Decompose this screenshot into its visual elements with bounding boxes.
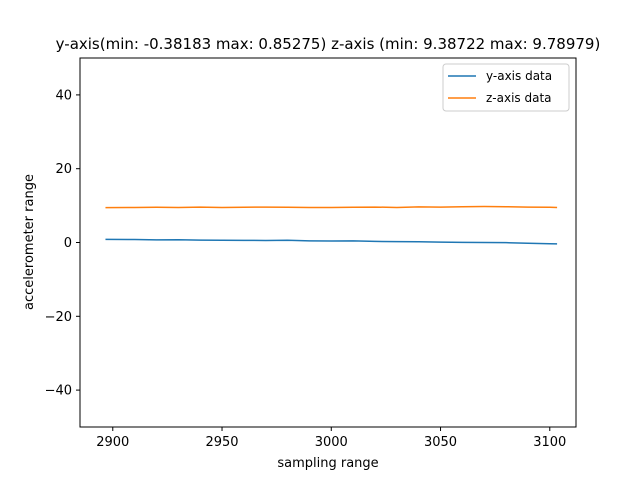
x-tick-label: 2900 xyxy=(96,435,129,450)
y-tick-label: 20 xyxy=(55,162,72,177)
series-line-z-axis-data xyxy=(105,205,558,209)
legend-label-z-axis: z-axis data xyxy=(486,91,552,105)
legend-label-y-axis: y-axis data xyxy=(486,69,552,83)
x-axis-label: sampling range xyxy=(277,456,378,471)
y-axis-ticks: −40 −20 0 20 40 xyxy=(45,88,80,399)
y-tick-label: −20 xyxy=(45,310,72,325)
chart-title: y-axis(min: -0.38183 max: 0.85275) z-axi… xyxy=(56,35,601,53)
y-tick-label: 40 xyxy=(55,88,72,103)
series-line-y-axis-data xyxy=(105,238,558,245)
x-tick-label: 2950 xyxy=(205,435,238,450)
x-tick-label: 3000 xyxy=(315,435,348,450)
y-tick-label: −40 xyxy=(45,384,72,399)
x-axis-ticks: 2900 2950 3000 3050 3100 xyxy=(96,427,566,450)
y-axis-label: accelerometer range xyxy=(22,174,37,310)
x-tick-label: 3100 xyxy=(533,435,566,450)
y-tick-label: 0 xyxy=(64,236,72,251)
x-tick-label: 3050 xyxy=(424,435,457,450)
legend: y-axis data z-axis data xyxy=(442,63,570,112)
plot-series xyxy=(105,205,558,245)
